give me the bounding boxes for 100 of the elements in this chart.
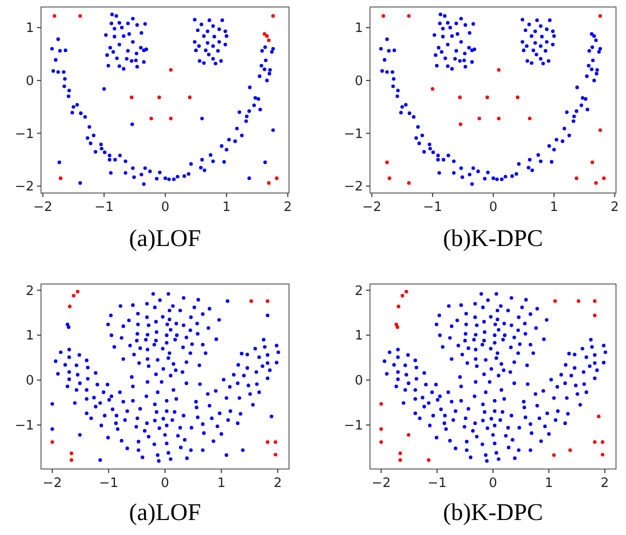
point [266, 299, 270, 303]
point [266, 181, 271, 185]
y-tick-label: 2 [354, 284, 363, 299]
point [426, 458, 431, 462]
x-axis-title: (b)K-DPC [443, 500, 543, 526]
y-tick-label: 0 [26, 374, 34, 389]
x-axis-title: (a)LOF [129, 226, 201, 252]
x-tick-label: 1 [222, 200, 231, 215]
point [602, 176, 606, 180]
y-tick-label: −1 [14, 418, 34, 434]
point [552, 453, 556, 457]
point [592, 440, 597, 444]
point [249, 299, 254, 303]
y-tick-label: 1 [26, 21, 34, 36]
point [58, 176, 62, 180]
point [398, 451, 402, 456]
point [600, 452, 604, 456]
y-tick-label: −1 [344, 418, 363, 434]
point [590, 160, 594, 164]
point [266, 38, 271, 42]
point [496, 68, 501, 72]
point [72, 294, 76, 298]
x-tick-label: 1 [550, 200, 558, 215]
point [262, 32, 266, 36]
point [600, 440, 604, 444]
point [76, 290, 80, 294]
y-tick-label: 0 [354, 74, 363, 89]
y-tick-label: 0 [26, 74, 34, 89]
y-tick-label: 1 [26, 328, 34, 344]
y-tick-label: −2 [344, 180, 363, 195]
x-tick-label: −2 [42, 476, 62, 491]
point [388, 176, 392, 180]
point [70, 458, 74, 462]
point [379, 427, 383, 431]
point [385, 160, 389, 164]
point [396, 304, 400, 308]
point [516, 96, 520, 100]
point [266, 440, 270, 444]
point [576, 299, 580, 303]
point [592, 299, 597, 303]
point [379, 440, 383, 444]
x-tick-label: −1 [94, 200, 114, 215]
point [592, 314, 597, 318]
point [598, 14, 602, 18]
point [528, 116, 532, 120]
point [400, 294, 404, 298]
x-tick-label: −1 [99, 476, 118, 491]
x-axis-title: (b)K-DPC [443, 226, 543, 252]
point [598, 128, 602, 132]
x-tick-label: −1 [422, 200, 442, 215]
point [594, 181, 598, 185]
point [574, 176, 578, 180]
x-tick-label: 2 [284, 200, 292, 215]
point [157, 96, 161, 100]
point [458, 122, 462, 126]
point [379, 402, 383, 406]
point [430, 87, 434, 91]
point [458, 96, 462, 100]
point [265, 34, 269, 38]
y-tick-label: 1 [354, 328, 363, 344]
point [553, 299, 557, 303]
point [406, 433, 410, 437]
point [398, 458, 402, 462]
point [485, 96, 490, 100]
point [78, 14, 82, 18]
x-tick-label: 0 [488, 476, 498, 491]
x-tick-label: 2 [600, 476, 609, 491]
point [68, 304, 72, 308]
x-tick-label: 2 [274, 476, 282, 491]
x-tick-label: 1 [544, 476, 554, 491]
point [169, 116, 173, 120]
point [149, 116, 154, 120]
point [404, 290, 408, 294]
point [188, 96, 192, 100]
y-tick-label: −1 [344, 126, 363, 142]
point [596, 414, 600, 418]
point [70, 451, 74, 456]
point [478, 116, 482, 120]
point [130, 96, 134, 100]
x-tick-label: 1 [217, 476, 226, 491]
y-tick-label: 2 [26, 284, 34, 299]
point [396, 325, 400, 329]
point [52, 14, 56, 18]
x-tick-label: 0 [489, 200, 498, 215]
x-axis-title: (a)LOF [129, 500, 201, 526]
point [568, 448, 572, 452]
y-tick-label: 1 [354, 21, 363, 36]
x-tick-label: 0 [160, 476, 170, 491]
point [496, 116, 501, 120]
point [169, 68, 173, 72]
x-tick-label: −1 [428, 476, 447, 491]
y-tick-label: −1 [14, 126, 34, 142]
y-tick-label: 0 [354, 374, 363, 389]
point [407, 14, 411, 18]
x-tick-label: −2 [372, 476, 391, 491]
point [271, 14, 275, 18]
point [407, 181, 411, 185]
point [382, 14, 386, 18]
y-tick-label: −2 [14, 180, 34, 195]
x-tick-label: 2 [610, 200, 619, 215]
